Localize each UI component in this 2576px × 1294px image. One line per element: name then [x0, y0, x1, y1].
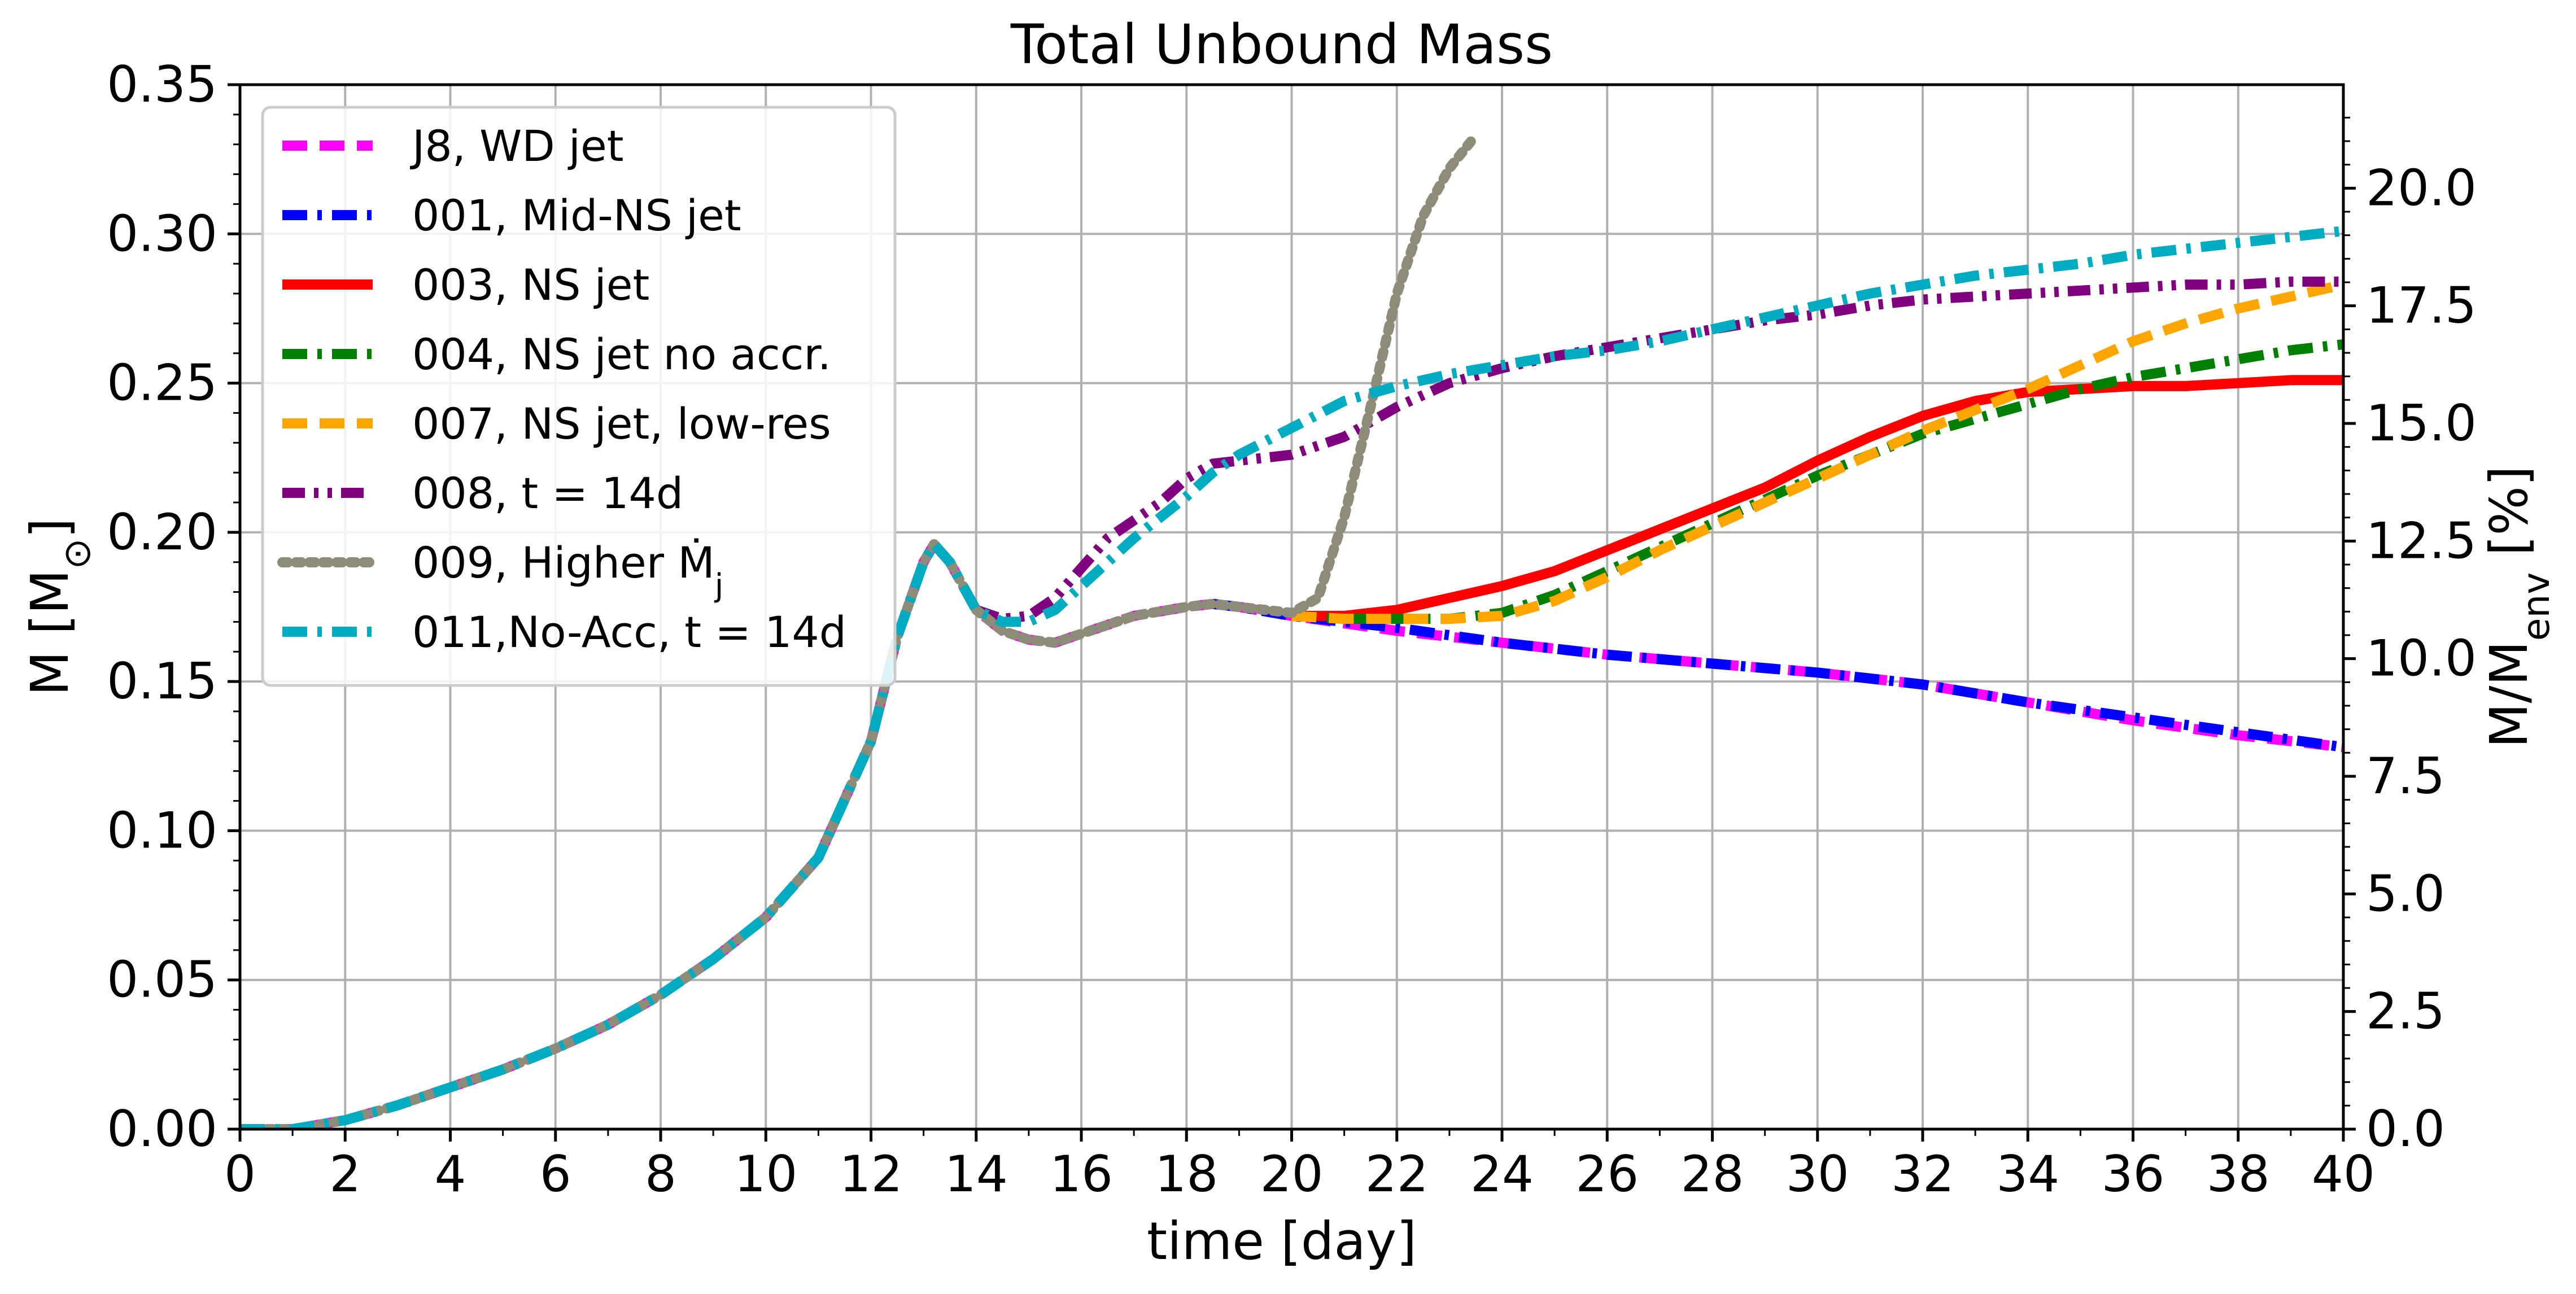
y2-axis-label: M/Menv [%]	[2479, 466, 2558, 748]
y-tick-label: 0.30	[107, 204, 217, 263]
x-tick-label: 6	[540, 1145, 571, 1203]
x-tick-label: 18	[1155, 1145, 1218, 1203]
x-tick-label: 8	[645, 1145, 676, 1203]
x-tick-label: 34	[1996, 1145, 2059, 1203]
legend-label: 011,No-Acc, t = 14d	[412, 607, 846, 657]
y2-tick-label: 15.0	[2366, 394, 2477, 452]
x-tick-label: 32	[1891, 1145, 1954, 1203]
x-tick-label: 14	[945, 1145, 1008, 1203]
legend-label: 001, Mid-NS jet	[412, 190, 741, 241]
y-tick-label: 0.00	[107, 1100, 217, 1158]
legend-label: 004, NS jet no accr.	[412, 329, 831, 379]
x-tick-label: 40	[2312, 1145, 2375, 1203]
series-line	[1212, 598, 2343, 753]
x-tick-label: 16	[1050, 1145, 1113, 1203]
x-tick-label: 2	[329, 1145, 361, 1203]
x-tick-label: 38	[2207, 1145, 2270, 1203]
y2-tick-label: 2.5	[2366, 982, 2445, 1041]
y2-tick-label: 7.5	[2366, 747, 2445, 805]
x-tick-label: 26	[1575, 1145, 1639, 1203]
axes-layer: 0 2 4 6 8 10 12 14 16 18 20 22 24 26 28 30 32 34 36 38 400.0…	[20, 55, 2558, 1203]
y2-tick-label: 17.5	[2366, 277, 2477, 335]
x-tick-label: 36	[2102, 1145, 2165, 1203]
y2-tick-label: 20.0	[2366, 159, 2477, 217]
legend-box	[261, 106, 897, 687]
x-tick-label: 4	[435, 1145, 466, 1203]
series-line	[1291, 339, 2343, 624]
legend-label: J8, WD jet	[410, 121, 624, 171]
x-tick-label: 12	[840, 1145, 903, 1203]
x-tick-label: 24	[1470, 1145, 1534, 1203]
y-tick-label: 0.35	[107, 55, 217, 113]
series-line	[1291, 375, 2343, 621]
legend-label: 003, NS jet	[412, 260, 649, 310]
y-tick-label: 0.20	[107, 503, 217, 561]
series-line	[974, 276, 2343, 624]
series-layer	[240, 130, 2343, 1129]
x-tick-label: 22	[1365, 1145, 1429, 1203]
x-tick-label: 20	[1260, 1145, 1324, 1203]
series-line	[1291, 279, 2343, 624]
y-tick-label: 0.05	[107, 951, 217, 1009]
legend-label: 009, Higher Ṁj	[412, 537, 723, 604]
x-tick-label: 10	[734, 1145, 797, 1203]
y2-tick-label: 12.5	[2366, 512, 2477, 570]
legend-label: 007, NS jet, low-res	[412, 399, 831, 449]
x-axis-label: time [day]	[1147, 1211, 1417, 1271]
y-tick-label: 0.10	[107, 801, 217, 859]
x-tick-label: 28	[1681, 1145, 1744, 1203]
y2-tick-label: 10.0	[2366, 629, 2477, 688]
y-tick-label: 0.25	[107, 354, 217, 412]
legend-label: 008, t = 14d	[412, 468, 683, 518]
y-tick-label: 0.15	[107, 652, 217, 710]
legend: J8, WD jet 001, Mid-NS jet 003, NS jet 004,…	[261, 106, 897, 687]
y2-tick-label: 0.0	[2366, 1100, 2445, 1158]
x-tick-label: 0	[224, 1145, 256, 1203]
x-tick-label: 30	[1786, 1145, 1849, 1203]
y-axis-label: M [M⊙]	[20, 518, 99, 696]
chart-title: Total Unbound Mass	[1010, 13, 1553, 76]
y2-tick-label: 5.0	[2366, 864, 2445, 923]
series-line	[240, 226, 2343, 1129]
